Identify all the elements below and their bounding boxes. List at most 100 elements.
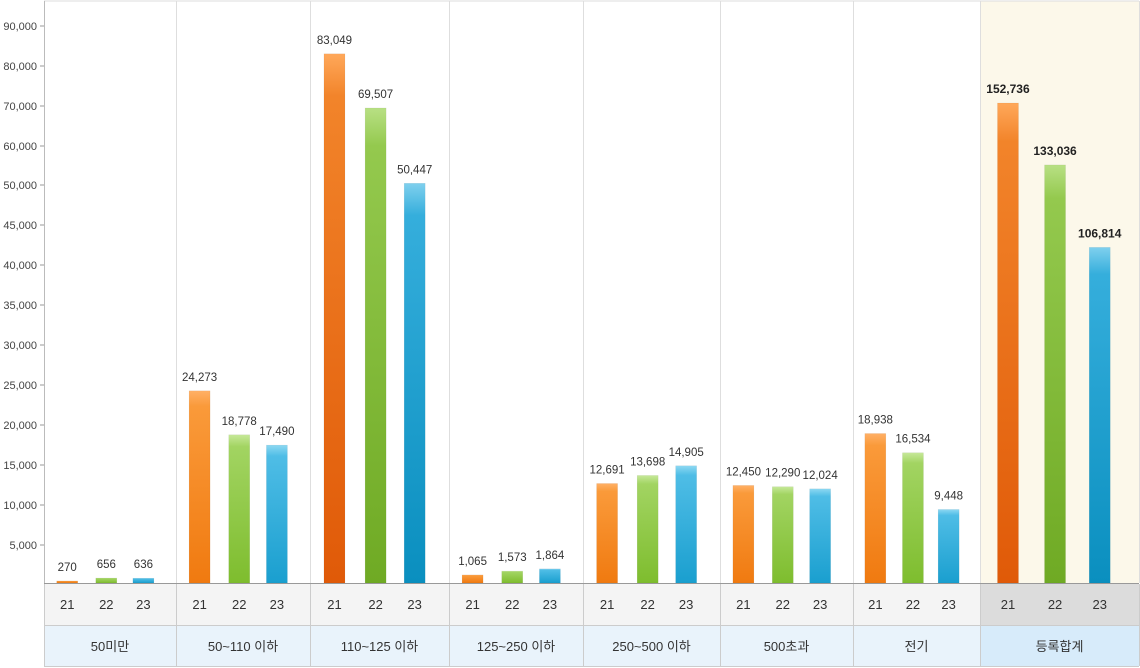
bar-4-0	[596, 483, 618, 584]
value-label: 656	[97, 559, 116, 571]
series-tick-label: 22	[776, 597, 790, 612]
bars	[56, 53, 1111, 584]
bar-4-2	[675, 465, 697, 584]
category-label: 전기	[905, 639, 929, 654]
y-tick-label: 10,000	[3, 500, 37, 512]
series-tick-label: 21	[192, 597, 206, 612]
y-tick-label: 5,000	[9, 540, 37, 552]
category-label: 125~250 이하	[477, 639, 556, 654]
bar-5-2	[809, 488, 831, 584]
bar-1-0	[188, 390, 211, 584]
value-label: 1,065	[458, 556, 487, 568]
bar-1-2	[266, 444, 288, 584]
value-label: 133,036	[1033, 144, 1077, 158]
y-tick-label: 30,000	[3, 340, 37, 352]
x-axis-table: 21 22 23 50미만 21 22 23 50~110 이하 21 22 23 110~125 이…	[44, 583, 1140, 667]
series-tick-label: 23	[1092, 597, 1106, 612]
series-tick-label: 21	[465, 597, 479, 612]
bar-1-1	[228, 434, 250, 584]
y-tick-label: 20,000	[3, 420, 37, 432]
category-label: 등록합계	[1036, 639, 1084, 654]
value-label: 69,507	[358, 89, 393, 101]
bar-6-0	[864, 433, 887, 584]
y-tick-label: 70,000	[3, 101, 37, 113]
value-label: 9,448	[934, 490, 963, 502]
value-label: 18,778	[222, 416, 257, 428]
series-tick-label: 23	[813, 597, 827, 612]
value-label: 106,814	[1078, 226, 1122, 240]
bar-7-2	[1088, 247, 1111, 584]
y-tick-label: 25,000	[3, 380, 37, 392]
value-label: 13,698	[630, 456, 665, 468]
series-tick-label: 21	[327, 597, 341, 612]
total-category-cell	[980, 625, 1139, 666]
bar-0-0	[56, 580, 78, 584]
series-tick-label: 22	[906, 597, 920, 612]
category-row	[44, 625, 1139, 666]
bar-7-1	[1044, 164, 1066, 584]
y-tick-label: 40,000	[3, 260, 37, 272]
value-label: 270	[58, 562, 77, 574]
value-label: 83,049	[317, 35, 352, 47]
series-tick-label: 22	[368, 597, 382, 612]
series-tick-label: 23	[136, 597, 150, 612]
bar-6-1	[902, 452, 924, 584]
value-label: 12,024	[803, 470, 839, 482]
value-label: 18,938	[858, 414, 893, 426]
y-tick-label: 80,000	[3, 61, 37, 73]
value-label: 1,864	[536, 550, 565, 562]
bar-7-0	[997, 102, 1019, 584]
bar-0-2	[132, 577, 155, 584]
y-tick-label: 15,000	[3, 460, 37, 472]
y-tick-label: 60,000	[3, 141, 37, 153]
value-label: 636	[134, 559, 153, 571]
category-label: 50~110 이하	[208, 639, 278, 654]
total-tick-cell	[980, 584, 1139, 625]
series-tick-label: 23	[679, 597, 693, 612]
bar-3-2	[539, 568, 561, 584]
series-tick-label: 22	[505, 597, 519, 612]
bar-2-1	[364, 107, 387, 584]
category-label: 110~125 이하	[341, 639, 419, 654]
bar-2-2	[403, 183, 426, 584]
value-label: 16,534	[895, 434, 931, 446]
series-tick-label: 21	[60, 597, 74, 612]
value-label: 24,273	[182, 372, 217, 384]
value-label: 17,490	[259, 426, 294, 438]
bar-0-1	[95, 577, 118, 584]
y-tick-label: 90,000	[3, 21, 37, 33]
y-tick-label: 45,000	[3, 220, 37, 232]
y-tick-label: 50,000	[3, 180, 37, 192]
category-label: 250~500 이하	[612, 639, 691, 654]
value-label: 50,447	[397, 164, 432, 176]
series-tick-label: 21	[1001, 597, 1015, 612]
bar-5-1	[772, 486, 794, 584]
category-label: 50미만	[91, 639, 129, 654]
series-tick-label: 21	[868, 597, 882, 612]
value-label: 14,905	[669, 447, 704, 459]
y-axis: 5,000 10,000 15,000 20,000 25,000 30,000 35,00…	[3, 1, 45, 583]
series-tick-label: 23	[270, 597, 284, 612]
bar-3-0	[461, 574, 484, 584]
bar-3-1	[501, 570, 523, 584]
series-tick-label: 22	[640, 597, 654, 612]
series-tick-label: 22	[99, 597, 113, 612]
series-tick-label: 22	[232, 597, 246, 612]
value-label: 1,573	[498, 552, 527, 564]
bar-2-0	[323, 53, 346, 584]
bar-4-1	[636, 475, 659, 584]
series-tick-label: 21	[736, 597, 750, 612]
series-tick-label: 22	[1048, 597, 1062, 612]
category-label: 500초과	[764, 639, 810, 654]
series-tick-row	[44, 584, 1139, 625]
value-label: 152,736	[986, 82, 1030, 96]
value-label: 12,450	[726, 466, 761, 478]
series-tick-label: 21	[600, 597, 614, 612]
value-label: 12,691	[590, 464, 625, 476]
value-label: 12,290	[765, 468, 800, 480]
bar-6-2	[937, 509, 960, 584]
series-tick-label: 23	[543, 597, 557, 612]
series-tick-label: 23	[941, 597, 955, 612]
